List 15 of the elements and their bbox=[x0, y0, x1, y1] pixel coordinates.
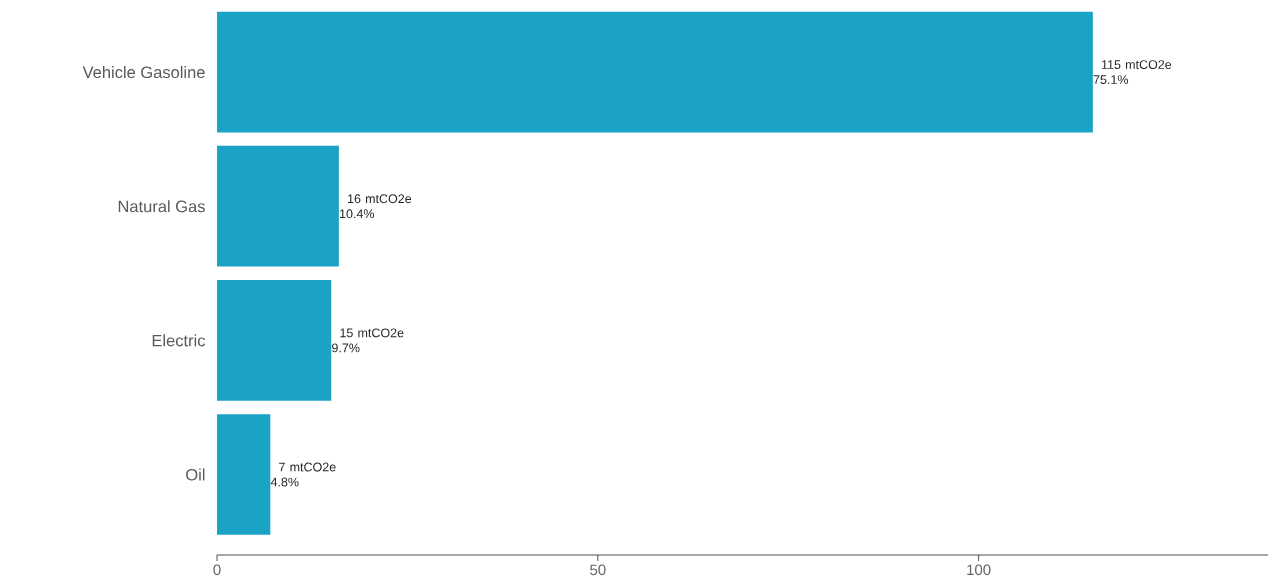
y-tick-label: Oil bbox=[186, 468, 205, 481]
y-tick-label: Vehicle Gasoline bbox=[82, 66, 205, 79]
bar bbox=[217, 145, 339, 267]
y-tick-label: Electric bbox=[152, 334, 206, 347]
y-tick-label: Natural Gas bbox=[118, 200, 205, 213]
data-label: 16 mtCO2e 10.4% bbox=[340, 194, 412, 219]
x-tick-label: 100 bbox=[967, 564, 991, 576]
data-label: 115 mtCO2e 75.1% bbox=[1093, 60, 1172, 84]
data-label: 7 mtCO2e 4.8% bbox=[270, 462, 336, 487]
x-tick-label: 0 bbox=[213, 564, 221, 576]
bar bbox=[217, 414, 271, 535]
bar bbox=[217, 279, 332, 401]
bar bbox=[217, 11, 1093, 133]
x-tick-label: 50 bbox=[590, 564, 606, 576]
data-label: 15 mtCO2e 9.7% bbox=[332, 328, 404, 353]
